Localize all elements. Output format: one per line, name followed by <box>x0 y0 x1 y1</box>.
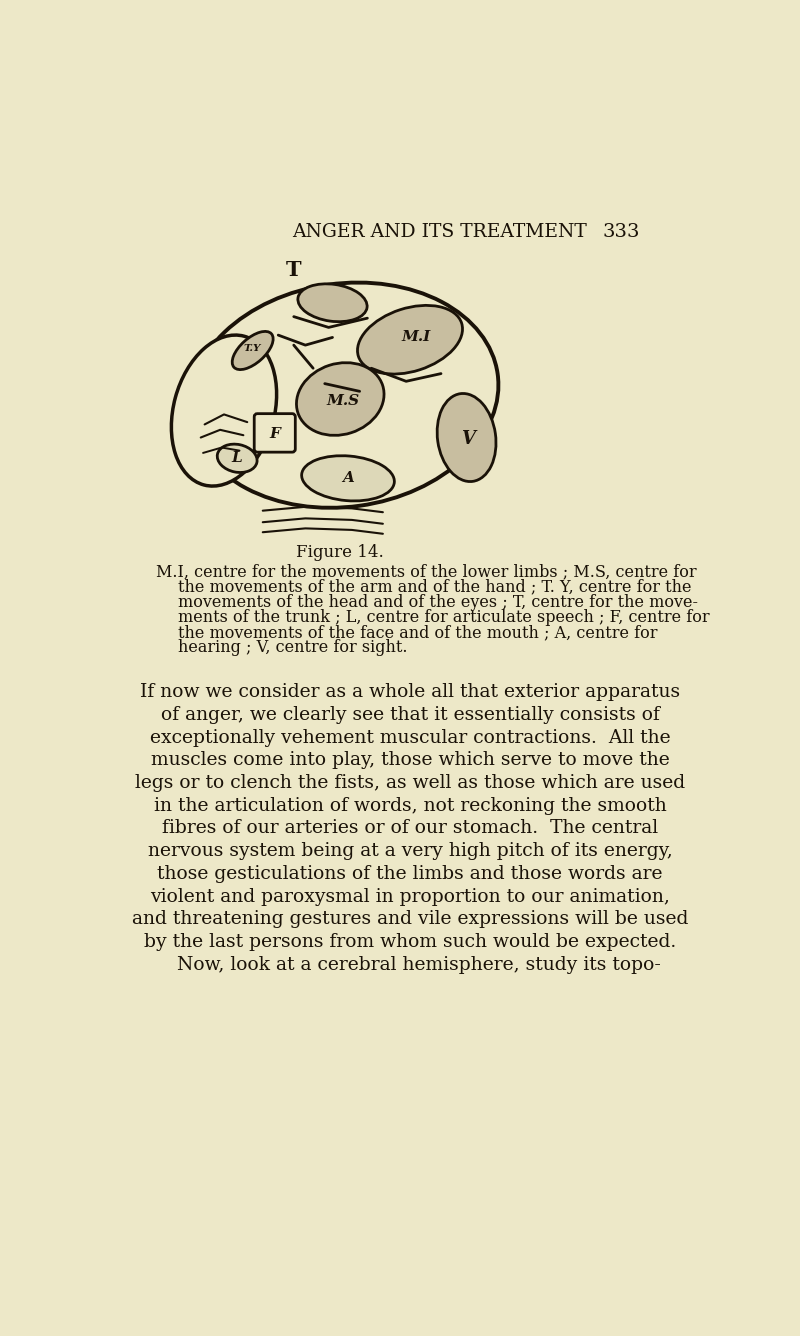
Text: V: V <box>461 430 475 448</box>
Ellipse shape <box>358 306 462 374</box>
Text: and threatening gestures and vile expressions will be used: and threatening gestures and vile expres… <box>132 910 688 929</box>
Text: M.S: M.S <box>326 394 359 409</box>
Text: fibres of our arteries or of our stomach.  The central: fibres of our arteries or of our stomach… <box>162 819 658 838</box>
Ellipse shape <box>298 283 367 322</box>
Text: Now, look at a cerebral hemisphere, study its topo-: Now, look at a cerebral hemisphere, stud… <box>159 955 661 974</box>
Text: in the articulation of words, not reckoning the smooth: in the articulation of words, not reckon… <box>154 796 666 815</box>
Text: muscles come into play, those which serve to move the: muscles come into play, those which serv… <box>150 751 670 770</box>
Text: M.I, centre for the movements of the lower limbs ; M.S, centre for: M.I, centre for the movements of the low… <box>156 564 697 581</box>
Text: T: T <box>286 261 302 281</box>
Text: of anger, we clearly see that it essentially consists of: of anger, we clearly see that it essenti… <box>161 705 659 724</box>
Ellipse shape <box>302 456 394 501</box>
Text: nervous system being at a very high pitch of its energy,: nervous system being at a very high pitc… <box>148 842 672 860</box>
Text: the movements of the arm and of the hand ; T. Y, centre for the: the movements of the arm and of the hand… <box>178 578 691 596</box>
Ellipse shape <box>297 362 384 436</box>
Text: by the last persons from whom such would be expected.: by the last persons from whom such would… <box>144 933 676 951</box>
Ellipse shape <box>232 331 273 370</box>
Text: legs or to clench the fists, as well as those which are used: legs or to clench the fists, as well as … <box>135 774 685 792</box>
Text: A: A <box>342 472 354 485</box>
Text: Figure 14.: Figure 14. <box>296 544 384 561</box>
Ellipse shape <box>190 282 498 508</box>
Text: L: L <box>232 452 242 465</box>
Text: exceptionally vehement muscular contractions.  All the: exceptionally vehement muscular contract… <box>150 728 670 747</box>
Ellipse shape <box>171 335 277 486</box>
Text: T.Y: T.Y <box>244 345 262 354</box>
Text: hearing ; V, centre for sight.: hearing ; V, centre for sight. <box>178 639 407 656</box>
Text: M.I: M.I <box>402 330 431 345</box>
Text: If now we consider as a whole all that exterior apparatus: If now we consider as a whole all that e… <box>140 683 680 701</box>
Ellipse shape <box>218 444 257 473</box>
Text: violent and paroxysmal in proportion to our animation,: violent and paroxysmal in proportion to … <box>150 887 670 906</box>
Text: ANGER AND ITS TREATMENT: ANGER AND ITS TREATMENT <box>292 223 587 242</box>
FancyBboxPatch shape <box>254 414 295 452</box>
Text: F: F <box>269 426 280 441</box>
Ellipse shape <box>437 394 496 481</box>
Text: those gesticulations of the limbs and those words are: those gesticulations of the limbs and th… <box>158 864 662 883</box>
Text: movements of the head and of the eyes ; T, centre for the move-: movements of the head and of the eyes ; … <box>178 593 698 611</box>
Text: 333: 333 <box>602 223 640 242</box>
Text: the movements of the face and of the mouth ; A, centre for: the movements of the face and of the mou… <box>178 624 657 641</box>
Text: ments of the trunk ; L, centre for articulate speech ; F, centre for: ments of the trunk ; L, centre for artic… <box>178 609 709 625</box>
